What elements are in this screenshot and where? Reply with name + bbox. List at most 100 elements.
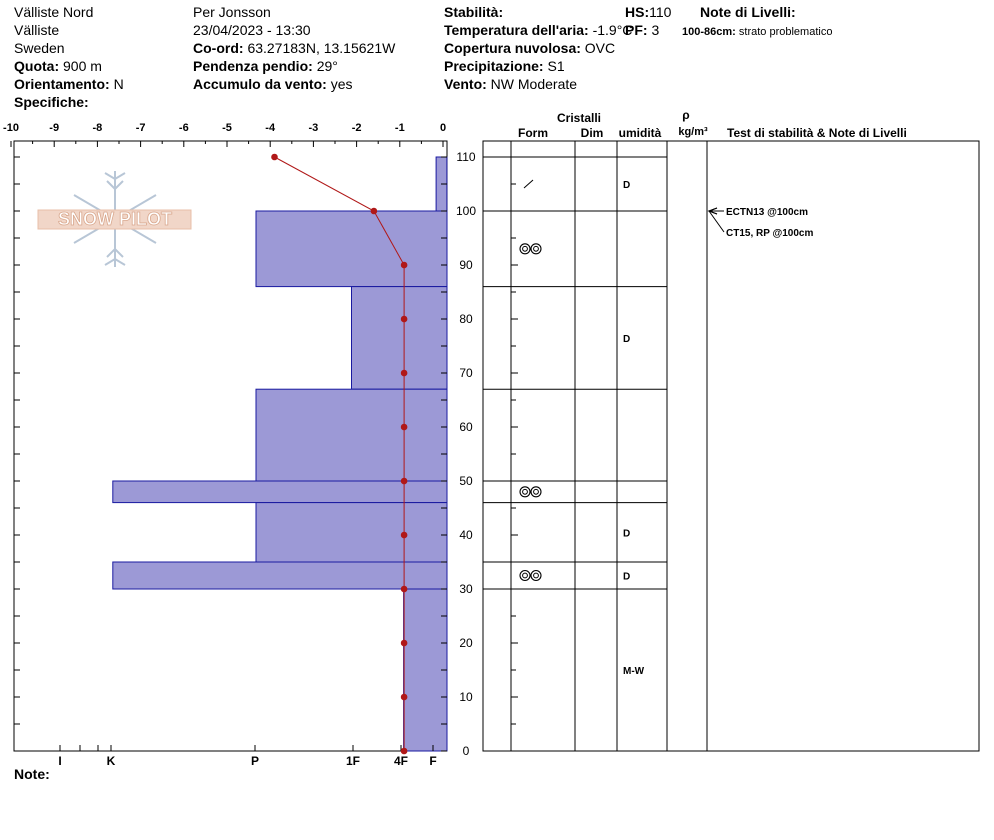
temperature-line [274, 156, 405, 751]
wetness-label: D [623, 572, 630, 583]
coord-row: Co-ord: 63.27183N, 13.15621W [193, 39, 395, 57]
grain-inner [522, 572, 528, 579]
temperature-point [400, 531, 408, 539]
logo-text: SNOW PILOT [58, 209, 172, 229]
layer-notes-range: 100-86cm: [682, 26, 736, 38]
coord-value: 63.27183N, 13.15621W [247, 40, 396, 56]
location-name: Välliste Nord [14, 4, 94, 20]
grain-outer [530, 486, 542, 498]
orient-row: Orientamento: N [14, 75, 124, 93]
hardness-bar [351, 286, 448, 390]
stability-row: Stabilità: [444, 3, 632, 21]
hs-row: HS:110 [625, 3, 671, 21]
wind-value: NW Moderate [490, 76, 578, 92]
hs-value: 110 [649, 4, 672, 20]
temp-tick-label: -1 [395, 122, 405, 134]
grain-inner [522, 245, 528, 252]
hardness-bar [255, 388, 448, 482]
pf-value: 3 [651, 22, 660, 38]
hardness-bar [255, 502, 448, 563]
temperature-point [400, 477, 408, 485]
rounded-grains-icon [519, 486, 542, 498]
temperature-point [400, 315, 408, 323]
slope-value: 29° [316, 58, 338, 74]
observer-name: Per Jonsson [193, 4, 271, 20]
hardness-tick-label: I [58, 754, 61, 768]
note-label: Note: [14, 766, 50, 782]
temp-tick-label: -6 [179, 122, 189, 134]
hardness-bars [112, 156, 448, 752]
pf-row: PF: 3 [625, 21, 671, 39]
temperature-point [400, 369, 408, 377]
hardness-tick-label: 1F [346, 754, 360, 768]
stability-label: Stabilità: [444, 4, 504, 20]
cloud-row: Copertura nuvolosa: OVC [444, 39, 632, 57]
precip-label: Precipitazione: [444, 58, 544, 74]
height-tick-label: 10 [459, 690, 473, 704]
precip-particle-icon [523, 179, 534, 189]
header-form: Form [518, 126, 548, 140]
temperature-point [400, 693, 408, 701]
temp-tick-label: -3 [309, 122, 319, 134]
height-tick-label: 70 [459, 366, 473, 380]
windload-row: Accumulo da vento: yes [193, 75, 395, 93]
country-name: Sweden [14, 40, 65, 56]
airtemp-value: -1.9°C [592, 22, 633, 38]
cloud-value: OVC [584, 40, 616, 56]
cloud-label: Copertura nuvolosa: [444, 40, 581, 56]
specifiche-label: Specifiche: [14, 94, 89, 110]
table-rows: D D D D M-W [483, 156, 667, 677]
hardness-tick-label: 4F [394, 754, 408, 768]
header-dim: Dim [581, 126, 604, 140]
grain-inner [533, 488, 539, 495]
height-tick-label: 60 [459, 420, 473, 434]
hardness-bar [112, 561, 448, 590]
header-tests: Test di stabilità & Note di Livelli [727, 126, 907, 140]
rounded-grains-icon [519, 569, 542, 582]
layer-notes-text: strato problematico [738, 26, 833, 38]
test-leader-line [708, 210, 725, 233]
airtemp-label: Temperatura dell'aria: [444, 22, 589, 38]
wind-row: Vento: NW Moderate [444, 75, 632, 93]
temperature-point [271, 153, 278, 161]
datetime: 23/04/2023 - 13:30 [193, 22, 311, 38]
grain-inner [533, 572, 539, 579]
temp-tick-label: -9 [49, 122, 59, 134]
temperature-point [400, 639, 408, 647]
header-umidita: umidità [619, 126, 662, 140]
layers-table-frame [482, 140, 980, 752]
height-tick-label: 20 [459, 636, 473, 650]
left-height-ticks [14, 156, 447, 752]
hardness-bar [403, 588, 448, 752]
slope-label: Pendenza pendio: [193, 58, 313, 74]
right-height-ticks [511, 156, 518, 752]
test-label: ECTN13 @100cm [726, 207, 808, 218]
temp-tick-label: -4 [265, 122, 276, 134]
header-rho-unit: kg/m³ [678, 126, 708, 138]
wetness-label: M-W [623, 666, 645, 677]
hardness-bar [255, 210, 448, 288]
temperature-point [400, 747, 408, 755]
grain-outer [530, 569, 542, 582]
wetness-label: D [623, 334, 630, 345]
orient-label: Orientamento: [14, 76, 110, 92]
table-headers: Cristalli Form Dim umidità ρ kg/m³ Test … [518, 108, 907, 140]
grain-outer [519, 243, 531, 255]
orient-value: N [113, 76, 124, 92]
height-tick-label: 40 [459, 528, 473, 542]
height-tick-label: 110 [456, 150, 475, 164]
pf-label: PF: [625, 22, 648, 38]
temp-tick-label: -2 [352, 122, 362, 134]
wetness-label: D [623, 528, 630, 539]
coord-label: Co-ord: [193, 40, 244, 56]
temperature-axis: -10 -9 -8 -7 -6 -5 -4 -3 -2 -1 0 [3, 122, 446, 147]
header-cristalli: Cristalli [557, 111, 601, 125]
specifiche-row: Specifiche: [14, 93, 124, 111]
temperature-point [400, 261, 408, 269]
temperature-point [370, 207, 378, 215]
temperature-point [400, 585, 408, 593]
windload-value: yes [330, 76, 353, 92]
hardness-tick-label: P [251, 754, 259, 768]
temp-tick-label: -8 [93, 122, 103, 134]
